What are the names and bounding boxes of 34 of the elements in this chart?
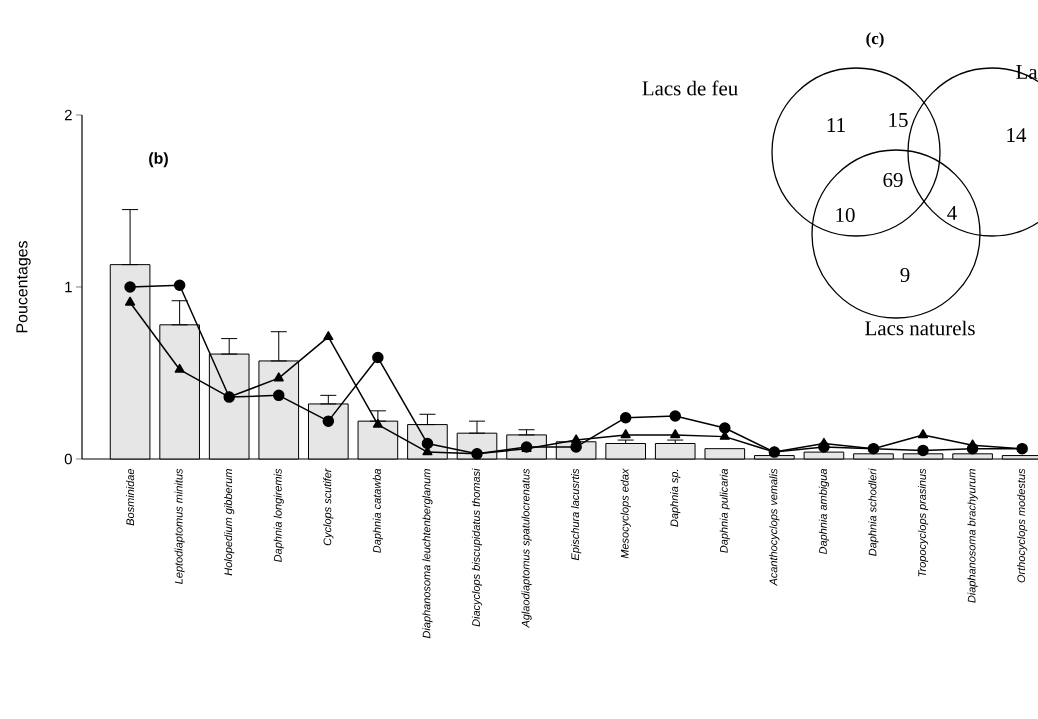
- x-tick-label: Bosminidae: [126, 468, 135, 526]
- x-tick-label: Daphnia catawba: [372, 468, 383, 553]
- x-tick-label: Daphnia schodleri: [868, 468, 879, 556]
- text: (c): [866, 32, 884, 48]
- x-tick-label: Tropocyclops prasinus: [917, 468, 929, 577]
- annotation: (b): [149, 152, 168, 168]
- y-tick-label: 0: [64, 453, 72, 465]
- x-tick-label: Daphnia ambigua: [818, 468, 830, 555]
- y-tick-label: 2: [64, 109, 72, 121]
- x-tick-label: Daphnia pulicaria: [719, 468, 730, 553]
- annotation: 14: [1007, 128, 1027, 142]
- text: Lacs de feu: [642, 80, 738, 96]
- annotation: 69: [883, 172, 903, 188]
- annotation: 15: [889, 112, 908, 127]
- x-tick-label: Leptodiaptomus minitus: [174, 468, 185, 584]
- annotation: 9: [900, 267, 910, 283]
- x-tick-label: Aglaodiaptomus spatulocrenatus: [521, 468, 532, 629]
- y-tick-label: 1: [65, 281, 72, 293]
- x-tick-label: Mesocyclops edax: [620, 468, 631, 559]
- x-tick-label: Diaphanosoma leuchtenberglanum: [422, 469, 433, 639]
- y-axis-title: Poucentages: [16, 241, 31, 333]
- x-tick-label: Cyclops scutifer: [323, 468, 334, 546]
- x-tick-label: Orthocyclops modestus: [1017, 468, 1028, 583]
- annotation: 11: [827, 118, 845, 132]
- annotation: Lacs naturels: [865, 320, 975, 336]
- x-tick-label: Diaphanosoma brachyurum: [967, 469, 978, 603]
- x-tick-label: Epischura lacusrtis: [571, 468, 582, 561]
- annotation: 4: [947, 206, 957, 220]
- annotation: 10: [836, 207, 855, 223]
- x-tick-label: Acanthocyclops vemalis: [769, 468, 780, 586]
- x-tick-label: Diacyclops biscupidatus thomasi: [471, 468, 483, 627]
- x-tick-label: Holopedium gibberum: [224, 469, 235, 576]
- x-tick-label: Daphnia sp.: [670, 469, 681, 527]
- x-tick-label: Daphnia longiremis: [273, 468, 284, 562]
